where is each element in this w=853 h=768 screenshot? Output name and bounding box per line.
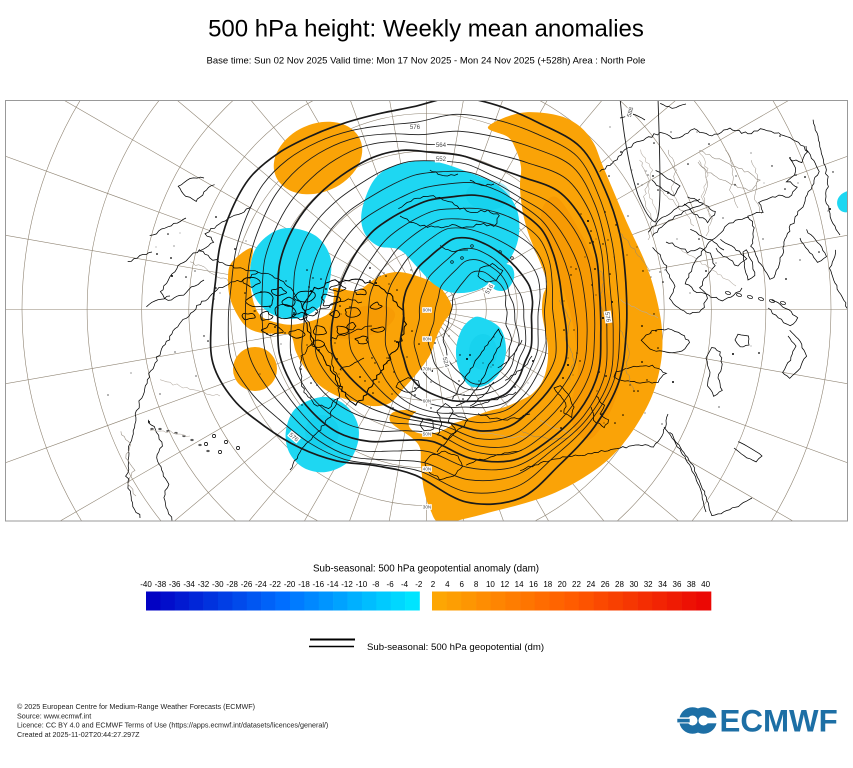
svg-text:10: 10 xyxy=(486,580,495,589)
svg-text:-22: -22 xyxy=(269,580,281,589)
svg-text:40N: 40N xyxy=(423,467,431,472)
svg-text:Licence: CC BY 4.0 and ECMWF T: Licence: CC BY 4.0 and ECMWF Terms of Us… xyxy=(17,721,328,730)
svg-text:24: 24 xyxy=(586,580,595,589)
svg-text:38: 38 xyxy=(687,580,696,589)
svg-text:-14: -14 xyxy=(327,580,339,589)
svg-text:-8: -8 xyxy=(372,580,380,589)
svg-text:28: 28 xyxy=(615,580,624,589)
svg-text:576: 576 xyxy=(603,312,611,324)
svg-text:12: 12 xyxy=(500,580,509,589)
svg-text:-16: -16 xyxy=(313,580,325,589)
svg-text:-38: -38 xyxy=(155,580,167,589)
svg-text:90N: 90N xyxy=(423,308,431,313)
svg-text:-40: -40 xyxy=(140,580,152,589)
svg-text:40: 40 xyxy=(701,580,710,589)
svg-text:-12: -12 xyxy=(341,580,353,589)
svg-text:36: 36 xyxy=(673,580,682,589)
svg-text:50N: 50N xyxy=(423,432,431,437)
svg-text:6: 6 xyxy=(459,580,464,589)
svg-text:588: 588 xyxy=(626,106,636,118)
svg-text:30N: 30N xyxy=(423,505,431,510)
svg-text:576: 576 xyxy=(410,124,421,131)
svg-text:80N: 80N xyxy=(423,337,431,342)
svg-text:18: 18 xyxy=(543,580,552,589)
svg-text:-36: -36 xyxy=(169,580,181,589)
svg-text:60N: 60N xyxy=(423,399,431,404)
svg-text:564: 564 xyxy=(436,142,447,149)
svg-text:22: 22 xyxy=(572,580,581,589)
svg-text:-24: -24 xyxy=(255,580,267,589)
svg-text:8: 8 xyxy=(474,580,479,589)
svg-text:© 2025 European Centre for Med: © 2025 European Centre for Medium-Range … xyxy=(17,702,255,711)
svg-text:-34: -34 xyxy=(183,580,195,589)
svg-text:30: 30 xyxy=(629,580,638,589)
svg-text:26: 26 xyxy=(601,580,610,589)
svg-text:16: 16 xyxy=(529,580,538,589)
svg-text:Sub-seasonal: 500 hPa geopoten: Sub-seasonal: 500 hPa geopotential (dm) xyxy=(367,642,544,653)
svg-text:4: 4 xyxy=(445,580,450,589)
svg-text:34: 34 xyxy=(658,580,667,589)
svg-text:Sub-seasonal: 500 hPa geopoten: Sub-seasonal: 500 hPa geopotential anoma… xyxy=(313,564,539,575)
svg-text:-6: -6 xyxy=(387,580,395,589)
svg-text:-10: -10 xyxy=(356,580,368,589)
svg-text:-20: -20 xyxy=(284,580,296,589)
svg-text:70N: 70N xyxy=(423,367,431,372)
svg-text:2: 2 xyxy=(431,580,436,589)
svg-text:-28: -28 xyxy=(226,580,238,589)
svg-text:ECMWF: ECMWF xyxy=(720,703,838,738)
svg-text:-26: -26 xyxy=(241,580,253,589)
svg-text:-30: -30 xyxy=(212,580,224,589)
svg-text:32: 32 xyxy=(644,580,653,589)
svg-text:20: 20 xyxy=(558,580,567,589)
svg-text:500 hPa height: Weekly mean an: 500 hPa height: Weekly mean anomalies xyxy=(208,16,644,43)
svg-text:Source: www.ecmwf.int: Source: www.ecmwf.int xyxy=(17,711,91,720)
svg-text:14: 14 xyxy=(515,580,524,589)
svg-text:Base time: Sun 02 Nov 2025 Val: Base time: Sun 02 Nov 2025 Valid time: M… xyxy=(207,56,646,67)
svg-text:-32: -32 xyxy=(198,580,210,589)
svg-text:Created at 2025-11-02T20:44:27: Created at 2025-11-02T20:44:27.297Z xyxy=(17,730,140,739)
svg-text:-18: -18 xyxy=(298,580,310,589)
svg-text:516: 516 xyxy=(484,283,495,296)
svg-text:552: 552 xyxy=(436,156,447,163)
svg-text:-4: -4 xyxy=(401,580,409,589)
svg-text:524: 524 xyxy=(441,356,451,368)
svg-text:-2: -2 xyxy=(415,580,423,589)
